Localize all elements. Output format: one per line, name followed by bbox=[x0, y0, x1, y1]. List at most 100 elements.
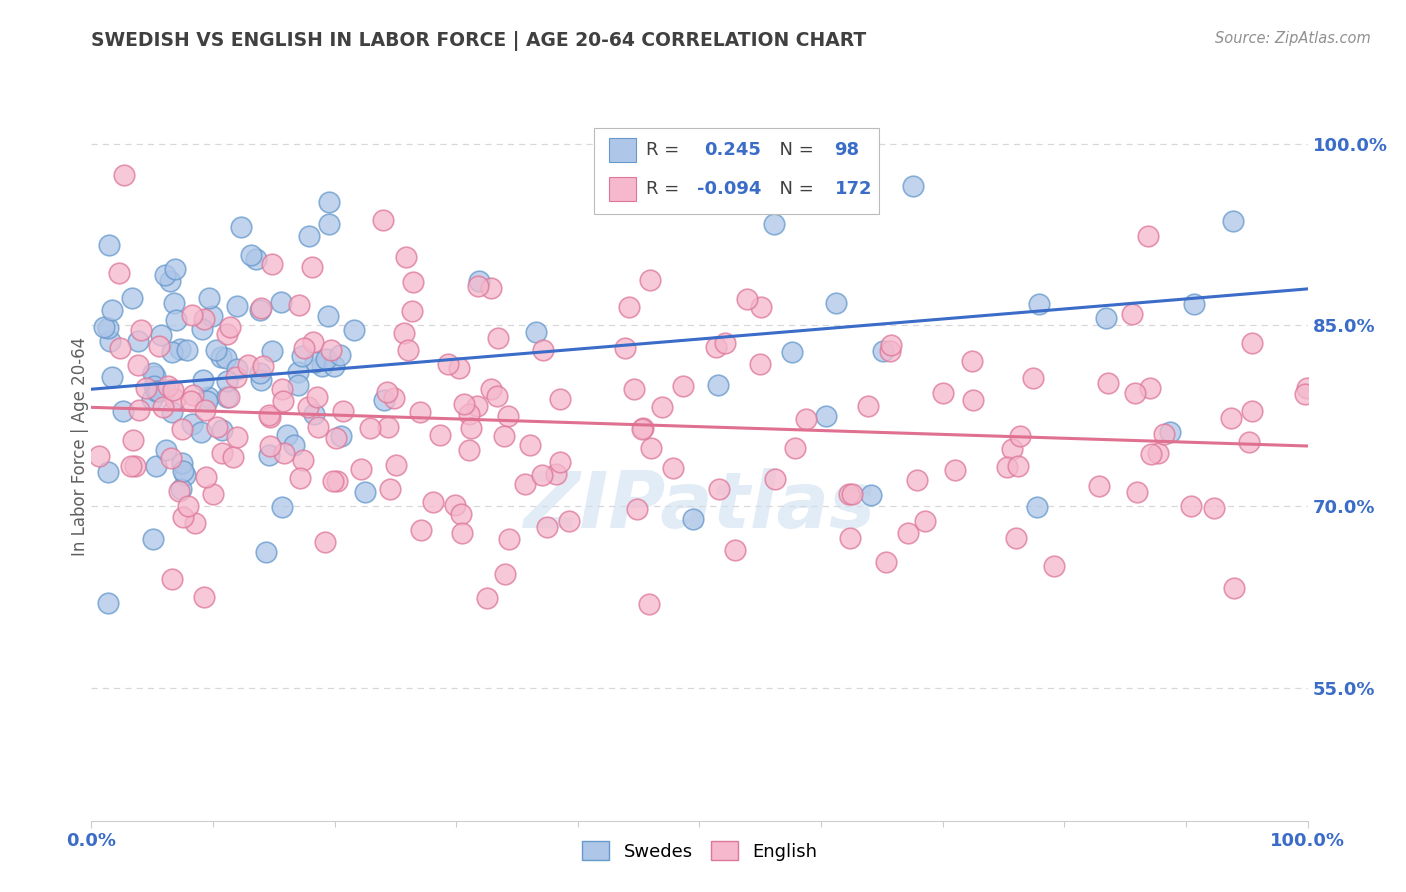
Point bbox=[1025, 500, 1047, 514]
Point bbox=[672, 379, 695, 393]
Point bbox=[170, 483, 193, 497]
Point bbox=[249, 367, 271, 381]
Point bbox=[326, 475, 349, 489]
Point bbox=[184, 516, 207, 530]
Point bbox=[359, 421, 381, 435]
Point bbox=[301, 260, 323, 275]
Point bbox=[173, 467, 195, 482]
Text: 172: 172 bbox=[835, 180, 872, 198]
Point bbox=[314, 534, 336, 549]
Point bbox=[93, 319, 115, 334]
Point bbox=[205, 420, 228, 434]
Point bbox=[311, 359, 333, 374]
Bar bbox=[609, 137, 637, 161]
Point bbox=[558, 514, 581, 528]
Point bbox=[307, 390, 329, 404]
Text: 0.245: 0.245 bbox=[704, 141, 761, 159]
Point bbox=[1125, 484, 1147, 499]
Point bbox=[276, 428, 298, 442]
Point bbox=[259, 409, 281, 424]
Point bbox=[1182, 297, 1205, 311]
Point bbox=[215, 327, 238, 342]
Point bbox=[180, 394, 202, 409]
Point bbox=[1140, 447, 1163, 461]
Text: N =: N = bbox=[768, 141, 820, 159]
Point bbox=[1139, 380, 1161, 394]
Point bbox=[172, 422, 194, 436]
Point bbox=[382, 391, 405, 405]
Point bbox=[101, 370, 124, 384]
Point bbox=[550, 392, 572, 406]
Point bbox=[486, 330, 509, 344]
Point bbox=[350, 462, 373, 476]
Point bbox=[531, 468, 554, 483]
Point bbox=[160, 451, 183, 466]
Point bbox=[288, 471, 311, 485]
Point bbox=[163, 262, 186, 277]
Point bbox=[1296, 381, 1319, 395]
Point bbox=[98, 334, 121, 349]
Text: ZIPatlas: ZIPatlas bbox=[523, 468, 876, 544]
Point bbox=[749, 300, 772, 314]
Point bbox=[494, 429, 516, 443]
Point bbox=[763, 472, 786, 486]
Point bbox=[291, 349, 314, 363]
Point bbox=[292, 341, 315, 355]
Point bbox=[318, 194, 340, 209]
Point bbox=[905, 473, 928, 487]
Point bbox=[157, 378, 180, 392]
Point bbox=[120, 459, 142, 474]
Point bbox=[143, 369, 166, 384]
Point bbox=[215, 391, 238, 405]
Point bbox=[201, 309, 224, 323]
Point bbox=[254, 545, 277, 559]
Point bbox=[270, 295, 292, 310]
Point bbox=[236, 358, 259, 372]
Point bbox=[682, 512, 704, 526]
Point bbox=[193, 590, 215, 604]
Point bbox=[479, 281, 502, 295]
Point bbox=[519, 438, 541, 452]
Point bbox=[218, 390, 240, 404]
Point bbox=[215, 351, 238, 366]
Point bbox=[409, 404, 432, 418]
Point bbox=[301, 334, 323, 349]
Point bbox=[287, 378, 309, 392]
Point bbox=[225, 299, 247, 313]
Point bbox=[180, 417, 202, 431]
Point bbox=[638, 597, 661, 611]
Point bbox=[153, 384, 176, 398]
Point bbox=[706, 377, 728, 392]
Point bbox=[1204, 500, 1226, 515]
Point bbox=[1121, 307, 1143, 321]
Point bbox=[142, 366, 165, 380]
Point bbox=[141, 392, 163, 406]
Point bbox=[271, 382, 294, 396]
Point bbox=[960, 354, 983, 368]
Point bbox=[219, 319, 242, 334]
Point bbox=[176, 343, 198, 358]
Point bbox=[377, 419, 399, 434]
Point bbox=[329, 348, 352, 362]
Point bbox=[709, 482, 731, 496]
Point bbox=[271, 394, 294, 409]
Text: R =: R = bbox=[645, 141, 685, 159]
Point bbox=[195, 393, 218, 408]
FancyBboxPatch shape bbox=[593, 128, 880, 214]
Point bbox=[315, 351, 337, 366]
Point bbox=[148, 338, 170, 352]
Point bbox=[815, 409, 838, 424]
Point bbox=[229, 219, 252, 234]
Point bbox=[914, 514, 936, 528]
Point bbox=[392, 326, 415, 341]
Point bbox=[614, 341, 637, 355]
Point bbox=[89, 449, 111, 463]
Point bbox=[259, 439, 281, 453]
Point bbox=[714, 336, 737, 351]
Point bbox=[1180, 499, 1202, 513]
Point bbox=[209, 351, 232, 365]
Point bbox=[129, 323, 152, 337]
Point bbox=[197, 291, 219, 305]
Point bbox=[385, 458, 408, 473]
Point bbox=[152, 400, 174, 414]
